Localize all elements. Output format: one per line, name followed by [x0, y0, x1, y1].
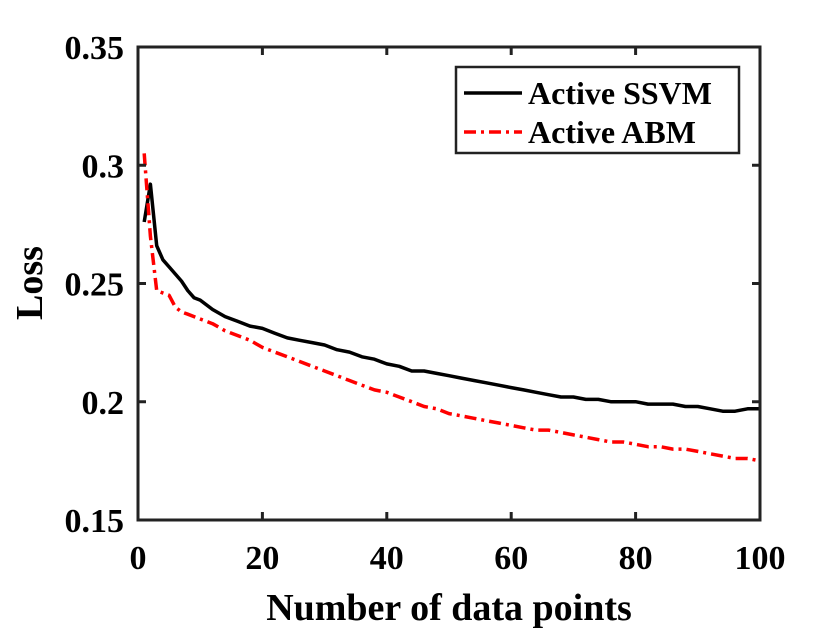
legend: Active SSVM Active ABM: [454, 65, 741, 155]
legend-box: [454, 65, 741, 155]
y-tick-label: 0.2: [82, 385, 125, 422]
y-tick-label: 0.35: [65, 30, 125, 67]
x-tick-label: 20: [245, 540, 279, 577]
x-tick-label: 80: [619, 540, 653, 577]
x-tick-label: 100: [735, 540, 786, 577]
series-layer: [142, 153, 761, 463]
x-tick-label: 0: [130, 540, 147, 577]
x-axis-title: Number of data points: [266, 587, 632, 629]
y-tick-label: 0.3: [82, 148, 125, 185]
y-tick-label: 0.15: [65, 503, 125, 540]
x-tick-label: 40: [370, 540, 404, 577]
series-line-active-abm: [142, 153, 761, 463]
tick-labels-layer: 0 20 40 60 80 100 0.15 0.2 0.25 0.3 0.35: [65, 30, 786, 577]
legend-label-active-abm: Active ABM: [528, 114, 696, 150]
y-axis-title: Loss: [9, 246, 51, 320]
plot-frame: [136, 45, 762, 522]
series-line-active-ssvm: [142, 182, 760, 413]
x-tick-label: 60: [494, 540, 528, 577]
legend-label-active-ssvm: Active SSVM: [528, 75, 712, 111]
y-tick-label: 0.25: [65, 267, 125, 304]
